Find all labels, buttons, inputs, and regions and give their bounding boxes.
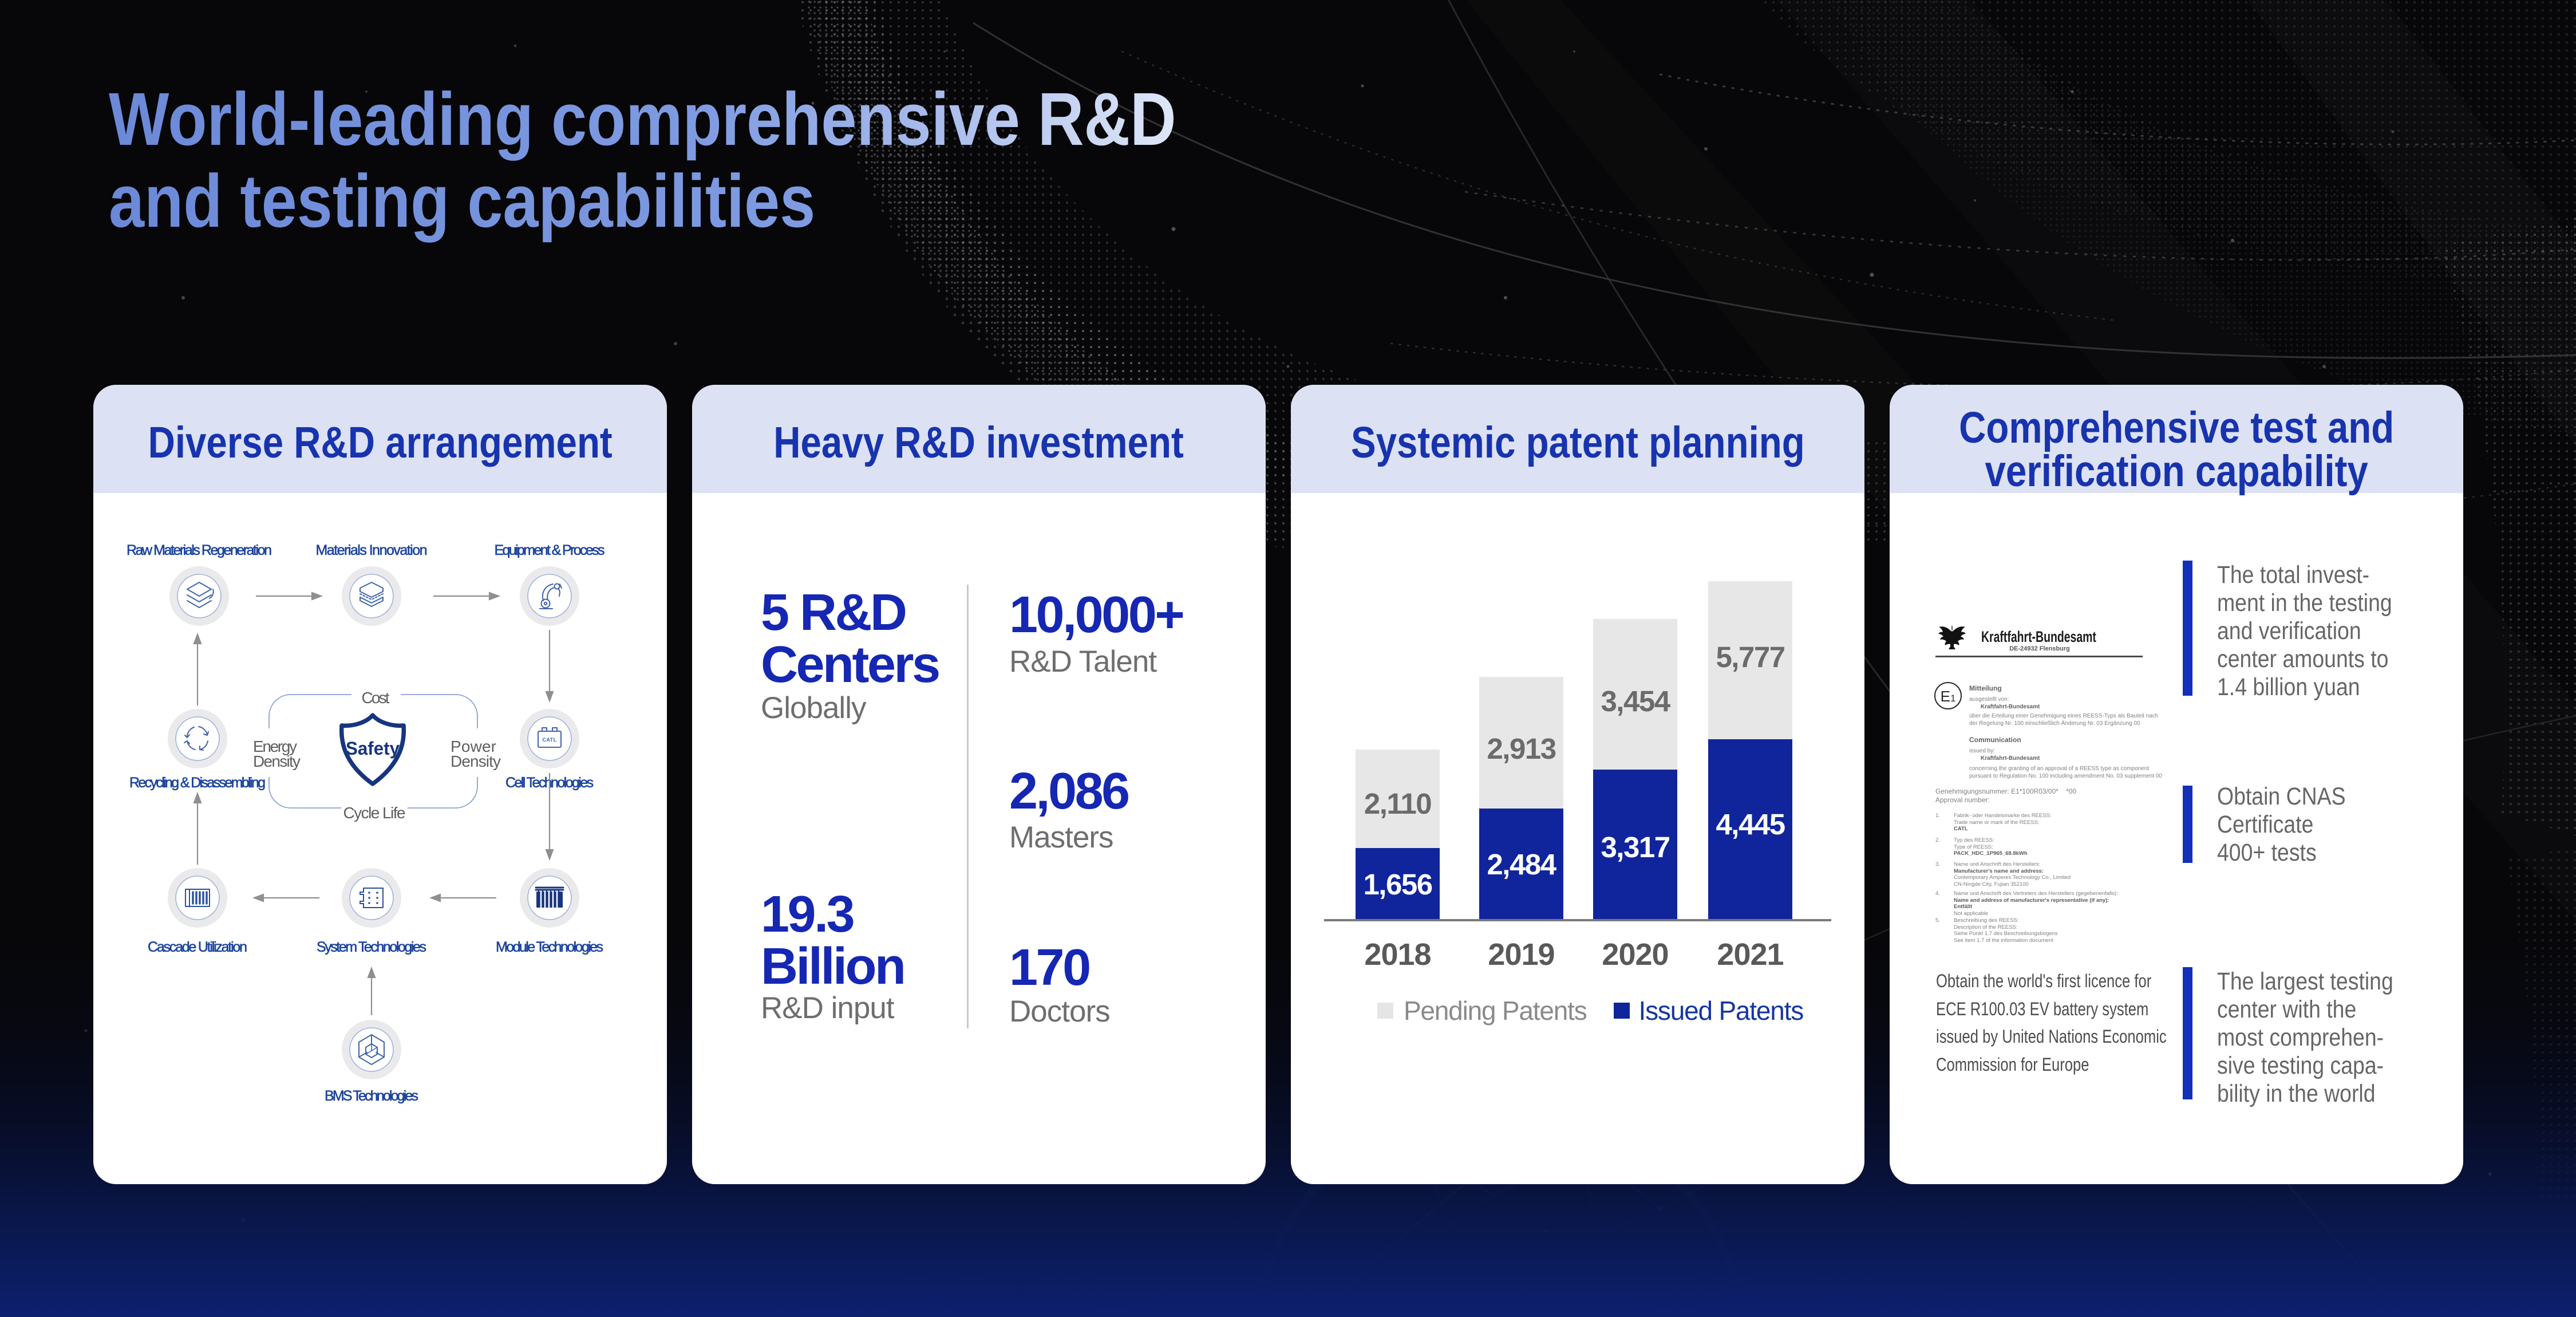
svg-text:Cycle Life: Cycle Life [343,804,406,822]
svg-text:Density: Density [451,752,501,770]
svg-text:System Technologies: System Technologies [317,939,426,955]
svg-text:Density: Density [253,752,301,770]
svg-text:BMS Technologies: BMS Technologies [325,1088,418,1104]
svg-text:Materials Innovation: Materials Innovation [316,542,428,558]
svg-text:Equipment & Process: Equipment & Process [495,542,605,558]
svg-text:CATL: CATL [542,737,556,743]
svg-text:Recycling & Disassembling: Recycling & Disassembling [129,775,266,791]
svg-text:Module Technologies: Module Technologies [496,939,603,955]
svg-text:Power: Power [451,738,496,755]
svg-text:Cost: Cost [362,689,390,707]
svg-text:Energy: Energy [253,738,297,755]
svg-text:Raw Materials Regeneration: Raw Materials Regeneration [127,542,272,558]
svg-text:Safety: Safety [346,738,400,759]
svg-text:Cascade Utilization: Cascade Utilization [148,939,247,955]
